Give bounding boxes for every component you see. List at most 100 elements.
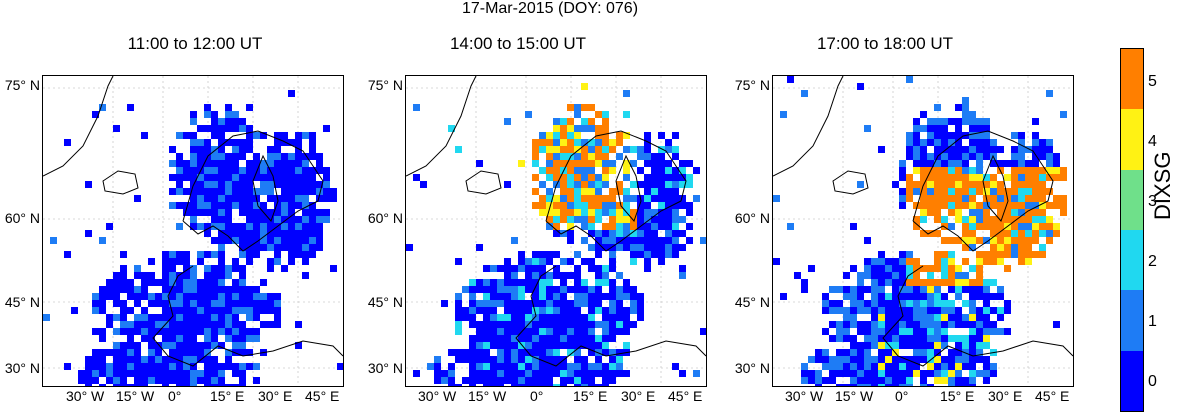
- data-cell: [955, 167, 962, 174]
- data-cell: [525, 265, 532, 272]
- data-cell: [588, 230, 595, 237]
- data-cell: [871, 342, 878, 349]
- data-cell: [913, 300, 920, 307]
- data-cell: [134, 286, 141, 293]
- data-cell: [281, 244, 288, 251]
- data-cell: [64, 139, 71, 146]
- data-cell: [892, 293, 899, 300]
- data-cell: [1039, 244, 1046, 251]
- data-cell: [518, 335, 525, 342]
- data-cell: [955, 349, 962, 356]
- data-cell: [1039, 223, 1046, 230]
- data-cell: [169, 202, 176, 209]
- data-cell: [302, 132, 309, 139]
- data-cell: [197, 349, 204, 356]
- data-cell: [665, 209, 672, 216]
- data-cell: [211, 174, 218, 181]
- data-cell: [232, 321, 239, 328]
- lon-label: 30° W: [66, 388, 105, 404]
- data-cell: [623, 293, 630, 300]
- data-cell: [218, 286, 225, 293]
- data-cell: [567, 307, 574, 314]
- data-cell: [99, 300, 106, 307]
- lat-label: 45° N: [734, 294, 770, 310]
- data-cell: [85, 384, 92, 386]
- data-cell: [260, 160, 267, 167]
- data-cell: [595, 286, 602, 293]
- data-cell: [581, 195, 588, 202]
- data-cell: [913, 335, 920, 342]
- data-cell: [504, 349, 511, 356]
- data-cell: [1039, 181, 1046, 188]
- data-cell: [197, 342, 204, 349]
- data-cell: [1011, 251, 1018, 258]
- data-cell: [609, 160, 616, 167]
- data-cell: [857, 272, 864, 279]
- data-cell: [239, 153, 246, 160]
- data-cell: [218, 160, 225, 167]
- data-cell: [686, 181, 693, 188]
- data-cell: [595, 342, 602, 349]
- data-cell: [204, 251, 211, 258]
- data-cell: [169, 342, 176, 349]
- data-cell: [218, 202, 225, 209]
- data-cell: [976, 167, 983, 174]
- data-cell: [120, 265, 127, 272]
- data-cell: [1053, 202, 1060, 209]
- data-cell: [934, 328, 941, 335]
- data-cell: [553, 223, 560, 230]
- data-cell: [260, 279, 267, 286]
- data-cell: [665, 167, 672, 174]
- data-cell: [218, 139, 225, 146]
- data-cell: [644, 153, 651, 160]
- data-cell: [295, 342, 302, 349]
- data-cell: [169, 251, 176, 258]
- data-cell: [892, 300, 899, 307]
- data-cell: [539, 300, 546, 307]
- colorbar-tick: 5: [1148, 73, 1157, 90]
- data-cell: [546, 293, 553, 300]
- data-cell: [232, 160, 239, 167]
- data-cell: [302, 258, 309, 265]
- lon-label: 30° W: [418, 388, 457, 404]
- data-cell: [885, 384, 892, 386]
- panel-title-2: 14:00 to 15:00 UT: [449, 34, 587, 53]
- data-cell: [850, 300, 857, 307]
- data-cell: [246, 146, 253, 153]
- data-cell: [644, 251, 651, 258]
- data-cell: [1032, 167, 1039, 174]
- data-cell: [609, 244, 616, 251]
- data-cell: [934, 188, 941, 195]
- data-cell: [225, 153, 232, 160]
- data-cell: [232, 328, 239, 335]
- data-cell: [497, 384, 504, 386]
- data-cell: [906, 307, 913, 314]
- data-cell: [976, 118, 983, 125]
- data-cell: [141, 321, 148, 328]
- data-cell: [274, 314, 281, 321]
- data-cell: [511, 384, 518, 386]
- data-cell: [955, 356, 962, 363]
- data-cell: [183, 265, 190, 272]
- data-cell: [595, 321, 602, 328]
- data-cell: [962, 272, 969, 279]
- data-cell: [686, 209, 693, 216]
- data-cell: [574, 335, 581, 342]
- data-cell: [218, 342, 225, 349]
- data-cell: [92, 356, 99, 363]
- data-cell: [644, 209, 651, 216]
- data-cell: [658, 167, 665, 174]
- data-cell: [246, 139, 253, 146]
- data-cell: [983, 321, 990, 328]
- data-cell: [920, 370, 927, 377]
- data-cell: [1046, 139, 1053, 146]
- data-cell: [183, 174, 190, 181]
- data-cell: [546, 307, 553, 314]
- data-cell: [113, 363, 120, 370]
- data-cell: [1018, 167, 1025, 174]
- data-cell: [1025, 230, 1032, 237]
- data-cell: [899, 286, 906, 293]
- data-cell: [113, 370, 120, 377]
- data-cell: [511, 293, 518, 300]
- data-cell: [267, 258, 274, 265]
